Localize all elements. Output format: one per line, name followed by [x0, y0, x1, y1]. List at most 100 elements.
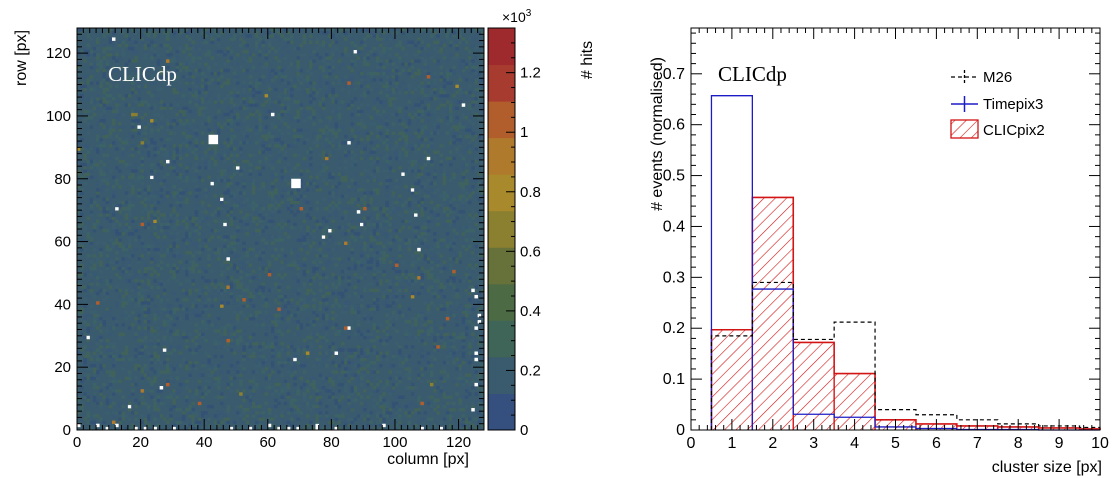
hitmap-cell	[115, 229, 119, 233]
hitmap-cell	[369, 71, 374, 76]
hitmap-cell	[191, 112, 195, 117]
hitmap-cell	[140, 370, 145, 374]
hitmap-cell	[274, 398, 278, 403]
hitmap-cell	[388, 279, 393, 283]
hitmap-cell	[321, 379, 326, 384]
hitmap-cell	[372, 351, 377, 355]
hitmap-cell	[146, 266, 151, 271]
hitmap-cell	[321, 294, 326, 299]
hitmap-cell	[325, 137, 329, 142]
hitmap-cell	[274, 367, 278, 371]
hitmap-cell	[328, 153, 332, 158]
hitmap-cell	[146, 213, 151, 217]
hitmap-cell	[407, 386, 412, 390]
hitmap-cell	[391, 62, 396, 66]
hitmap-cell	[121, 298, 125, 302]
hitmap-cell	[410, 229, 415, 233]
hitmap-cell	[369, 260, 374, 264]
hitmap-cell	[99, 288, 103, 293]
hitmap-cell	[188, 348, 192, 352]
hitmap-cell	[398, 404, 402, 409]
hitmap-cell	[185, 260, 189, 264]
hitmap-cell	[283, 65, 288, 70]
hitmap-cell	[331, 342, 335, 346]
hitmap-cell	[347, 153, 351, 158]
hitmap-cell	[96, 260, 100, 264]
hitmap-cell	[204, 90, 208, 95]
hitmap-cell	[375, 191, 380, 195]
hitmap-cell	[385, 351, 389, 355]
hitmap-cell	[340, 178, 345, 183]
hitmap-cell	[172, 423, 176, 428]
hitmap-cell	[375, 279, 380, 283]
hitmap-cell	[239, 37, 243, 41]
hitmap-cell	[213, 147, 218, 151]
hitmap-cell	[382, 420, 386, 425]
hitmap-cell	[302, 90, 307, 95]
hitmap-cell	[83, 153, 87, 158]
hitmap-cell	[242, 263, 246, 267]
hitmap-cell	[404, 269, 408, 274]
hitmap-cell	[207, 354, 211, 359]
hitmap-cell	[277, 112, 281, 117]
hitmap-cell	[410, 254, 415, 258]
hitmap-cell	[382, 103, 386, 107]
hitmap-cell	[124, 75, 129, 79]
hitmap-cell	[80, 163, 84, 167]
hitmap-cell	[363, 222, 367, 227]
hitmap-cell	[178, 144, 183, 148]
hitmap-cell	[172, 266, 176, 271]
hitmap-cell	[363, 156, 367, 161]
hitmap-cell	[223, 185, 227, 189]
hitmap-cell	[169, 408, 173, 412]
hitmap-cell	[124, 310, 129, 315]
hitmap-cell	[318, 304, 323, 308]
hitmap-cell	[169, 392, 173, 396]
hitmap-cell	[293, 313, 297, 318]
hitmap-cell	[175, 90, 180, 95]
hitmap-cell	[388, 216, 393, 220]
hitmap-cell	[111, 426, 116, 430]
hitmap-cell	[204, 417, 208, 421]
hitmap-cell	[299, 323, 304, 327]
hitmap-cell	[77, 411, 81, 415]
hitmap-cell	[156, 163, 160, 167]
hitmap-cell	[140, 395, 145, 399]
hitmap-cell	[414, 320, 418, 324]
hitmap-cell	[102, 178, 106, 183]
hitmap-cell	[166, 122, 170, 126]
hitmap-cell	[178, 122, 183, 126]
hitmap-cell	[334, 323, 339, 327]
hitmap-cell	[410, 263, 415, 267]
hitmap-cell	[216, 175, 221, 180]
hitmap-cell	[185, 178, 189, 183]
hitmap-cell	[340, 342, 345, 346]
hitmap-cell	[325, 260, 329, 264]
hitmap-cell	[115, 244, 119, 249]
hitmap-cell	[83, 351, 87, 355]
hitmap-cell	[309, 49, 313, 54]
hitmap-cell	[121, 84, 125, 88]
hitmap-cell	[359, 188, 364, 192]
hitmap-cell	[213, 345, 218, 349]
hitmap-cell	[359, 395, 364, 399]
hitmap-cell	[242, 141, 246, 145]
hitmap-cell	[175, 238, 180, 242]
hitmap-cell	[359, 304, 364, 308]
hitmap-cell	[162, 235, 167, 239]
hitmap-cell	[159, 78, 164, 82]
hitmap-cell	[86, 115, 91, 120]
hitmap-cell	[264, 134, 269, 139]
hitmap-cell	[137, 81, 141, 85]
hitmap-cell	[226, 417, 230, 421]
hitmap-cell	[264, 128, 269, 132]
hitmap-cell	[296, 210, 300, 214]
hitmap-cell	[248, 345, 253, 349]
hitmap-cell	[239, 257, 243, 261]
hitmap-cell	[146, 37, 151, 41]
hitmap-cell	[188, 53, 192, 57]
hitmap-cell	[159, 254, 164, 258]
hitmap-cell	[372, 175, 377, 180]
hitmap-cell	[372, 141, 377, 145]
hitmap-cell	[299, 28, 304, 32]
